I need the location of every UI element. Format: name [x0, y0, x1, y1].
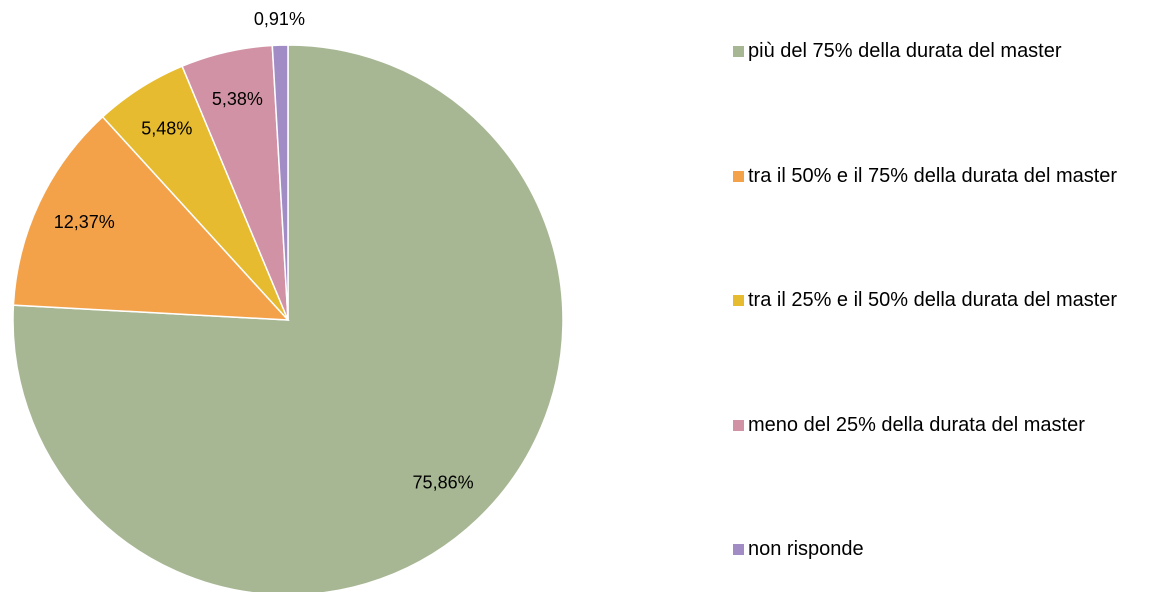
legend-swatch	[733, 419, 744, 431]
legend-swatch	[733, 544, 744, 555]
legend-label: tra il 25% e il 50% della durata del mas…	[748, 289, 1118, 311]
pie-slice	[12, 115, 290, 321]
data-label: 5,48%	[141, 119, 192, 139]
legend-label: non risponde	[748, 538, 864, 560]
pie-chart: 75,86% 12,37% 5,48% 5,38% 0,91%	[12, 9, 564, 592]
pie-slice	[12, 44, 564, 592]
legend-item: più del 75% della durata del master	[733, 36, 1153, 66]
legend-label: tra il 50% e il 75% della durata del mas…	[748, 164, 1118, 187]
pie-slice	[271, 44, 289, 321]
legend-item: meno del 25% della durata del master	[733, 410, 1153, 440]
legend-swatch	[733, 46, 744, 57]
data-label: 75,86%	[413, 472, 474, 492]
legend-label: più del 75% della durata del master	[748, 40, 1062, 62]
legend-swatch	[733, 170, 744, 182]
data-label: 0,91%	[254, 9, 305, 29]
legend-item: tra il 50% e il 75% della durata del mas…	[733, 161, 1153, 191]
legend-item: tra il 25% e il 50% della durata del mas…	[733, 285, 1153, 315]
legend-swatch	[733, 295, 744, 306]
data-label: 12,37%	[54, 212, 115, 232]
data-label: 5,38%	[212, 89, 263, 109]
legend-item: non risponde	[733, 534, 1153, 564]
legend-label: meno del 25% della durata del master	[748, 413, 1085, 436]
